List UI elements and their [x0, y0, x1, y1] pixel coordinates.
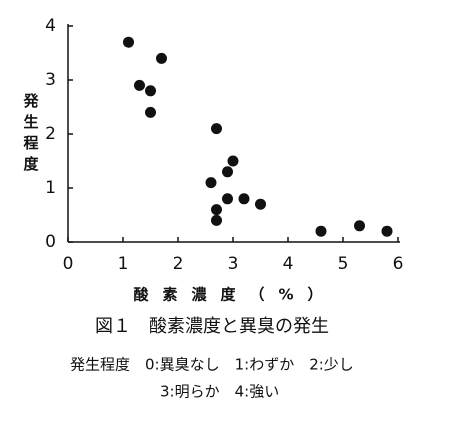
point	[145, 85, 156, 97]
point	[315, 225, 327, 237]
y-tick-label: 1	[45, 178, 56, 198]
x-tick-label: 3	[228, 254, 239, 274]
x-tick-label: 2	[173, 254, 184, 274]
point	[211, 204, 222, 216]
point	[222, 166, 233, 178]
point	[211, 123, 222, 135]
point	[255, 198, 266, 210]
point	[381, 225, 393, 237]
note: 発生程度 0:異臭なし 1:わずか 2:少し	[70, 356, 354, 374]
y-axis-label: 発生程度	[22, 92, 40, 177]
y-tick-label: 3	[45, 70, 56, 90]
point	[145, 106, 156, 118]
point	[238, 193, 250, 205]
point	[156, 52, 167, 64]
point	[211, 214, 222, 226]
x-tick-label: 6	[393, 254, 404, 274]
x-tick-label: 5	[338, 254, 349, 274]
point	[205, 177, 217, 189]
y-tick-label: 2	[45, 124, 56, 144]
caption: 図１ 酸素濃度と異臭の発生	[95, 316, 329, 337]
y-tick-label: 4	[45, 16, 56, 36]
point	[222, 193, 233, 205]
point	[123, 36, 134, 48]
x-tick-label: 1	[118, 254, 129, 274]
point	[354, 220, 365, 232]
x-tick-label: 4	[283, 254, 294, 274]
point	[227, 155, 239, 167]
y-tick-label: 0	[45, 232, 56, 252]
note: 3:明らか 4:強い	[160, 383, 279, 401]
x-axis-label: 酸素濃度（%）	[133, 286, 336, 304]
x-tick-label: 0	[63, 254, 74, 274]
point	[134, 79, 145, 91]
